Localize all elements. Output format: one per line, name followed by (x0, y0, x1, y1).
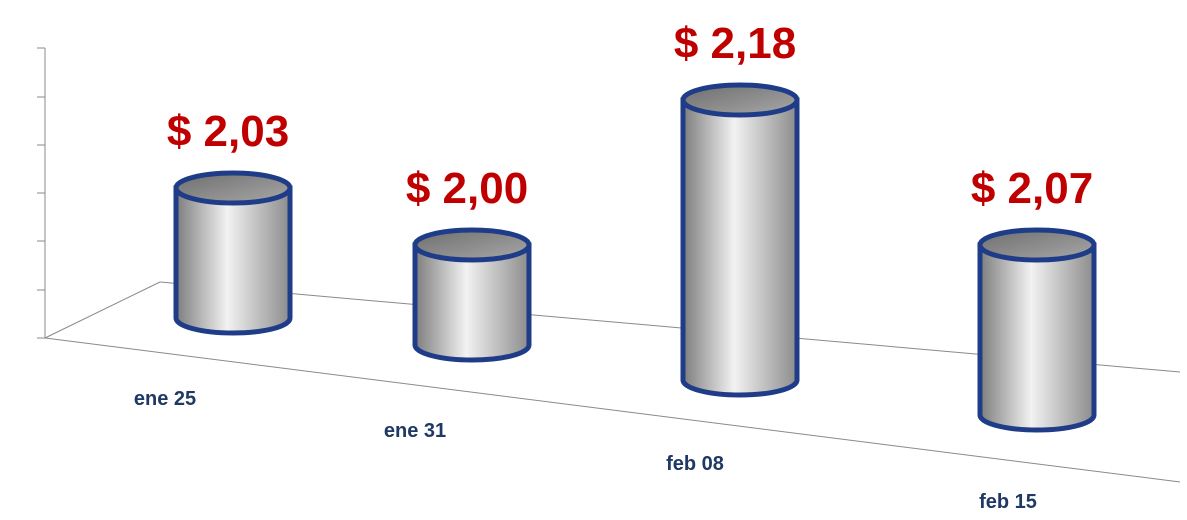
cylinder-top (412, 227, 532, 263)
cylinder (173, 170, 293, 336)
x-tick-label: feb 08 (666, 453, 724, 475)
cylinder (680, 82, 800, 398)
value-label: $ 2,07 (971, 164, 1093, 213)
cylinder-top (680, 82, 800, 118)
cylinder-body (977, 242, 1097, 433)
cylinder-body (173, 185, 293, 336)
value-label: $ 2,03 (167, 107, 289, 156)
floor-side (44, 281, 161, 339)
cylinder-top (977, 227, 1097, 263)
value-label: $ 2,00 (406, 164, 528, 213)
cylinder (412, 227, 532, 363)
x-tick-label: feb 15 (979, 491, 1037, 513)
cylinder-top (173, 170, 293, 206)
cylinder-body (680, 97, 800, 398)
cylinder (977, 227, 1097, 433)
cylinder-body (412, 242, 532, 363)
floor-front (44, 337, 1181, 483)
x-tick-label: ene 31 (384, 420, 446, 442)
value-label: $ 2,18 (674, 19, 796, 68)
x-tick-label: ene 25 (134, 388, 196, 410)
